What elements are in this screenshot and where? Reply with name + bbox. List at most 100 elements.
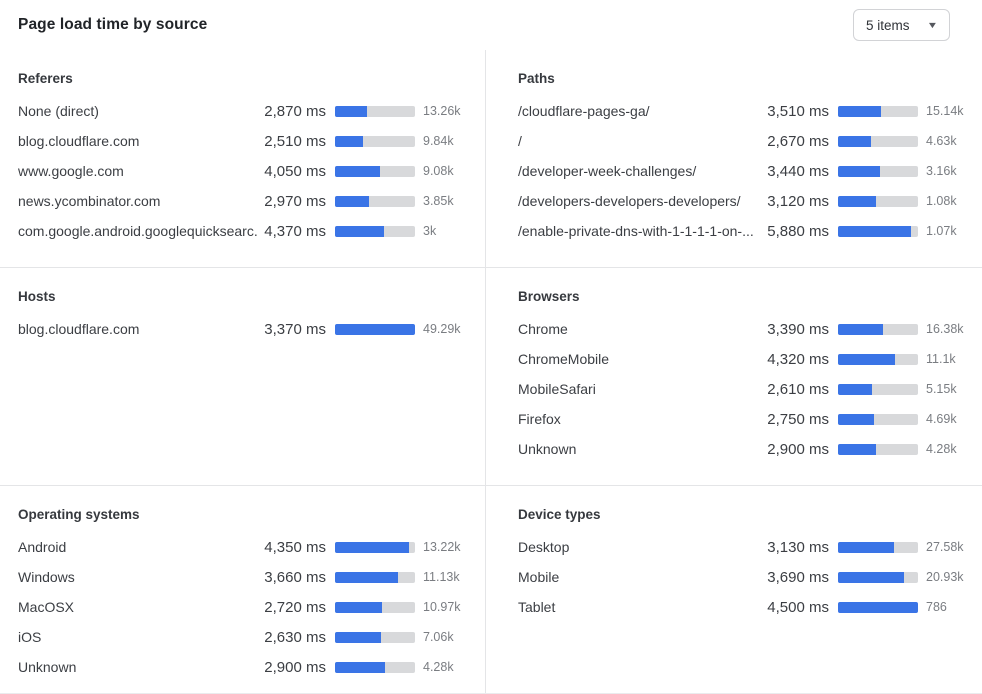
row-count: 786 xyxy=(926,600,947,614)
row-label: ChromeMobile xyxy=(518,351,610,367)
row-bar-fill xyxy=(838,383,872,395)
row-bar-track xyxy=(335,323,415,335)
row-bar-track xyxy=(838,571,918,583)
list-item: iOS 2,630 ms 7.06k xyxy=(18,622,469,652)
row-ms-value: 2,630 ms xyxy=(264,628,326,646)
panel-rows: blog.cloudflare.com 3,370 ms 49.29k xyxy=(18,314,469,344)
panel-device-types: Device types Desktop 3,130 ms 27.58k Mobile… xyxy=(486,486,982,693)
row-bar-track xyxy=(838,165,918,177)
row-ms-value: 2,510 ms xyxy=(264,132,326,150)
row-label: Chrome xyxy=(518,321,568,337)
widget-header: Page load time by source 5 items ▼ xyxy=(0,0,982,50)
list-item: /developers-developers-developers/3,120 … xyxy=(518,186,972,216)
row-label: None (direct) xyxy=(18,103,99,119)
row-label: Mobile xyxy=(518,569,560,585)
list-item: Desktop 3,130 ms 27.58k xyxy=(518,532,972,562)
row-bar-track xyxy=(335,165,415,177)
row-bar-track xyxy=(335,225,415,237)
chevron-down-icon: ▼ xyxy=(926,19,939,30)
row-count: 13.26k xyxy=(423,104,461,118)
row-bar-track xyxy=(335,105,415,117)
row-bar-track xyxy=(335,631,415,643)
row-bar-fill xyxy=(838,541,894,553)
row-count: 11.1k xyxy=(926,352,956,366)
row-count: 16.38k xyxy=(926,322,964,336)
row-label: Android xyxy=(18,539,67,555)
row-label: com.google.android.googlequicksearc... xyxy=(18,223,259,239)
row-bar-fill xyxy=(335,661,386,673)
panel-rows: /cloudflare-pages-ga/3,510 ms 15.14k / 2,67… xyxy=(518,96,972,246)
row-bar-fill xyxy=(838,353,895,365)
row-label: MacOSX xyxy=(18,599,75,615)
row-label: /developer-week-challenges/ xyxy=(518,163,697,179)
row-ms-value: 4,050 ms xyxy=(264,162,326,180)
list-item: Tablet 4,500 ms 786 xyxy=(518,592,972,622)
row-ms-value: 3,440 ms xyxy=(767,162,829,180)
row-bar-fill xyxy=(838,413,874,425)
row-count: 9.08k xyxy=(423,164,454,178)
list-item: MacOSX 2,720 ms 10.97k xyxy=(18,592,469,622)
row-label: Desktop xyxy=(518,539,570,555)
row-bar-fill xyxy=(335,631,381,643)
row-bar-fill xyxy=(335,225,384,237)
row-ms-value: 2,750 ms xyxy=(767,410,829,428)
row-count: 20.93k xyxy=(926,570,964,584)
row-bar-track xyxy=(838,225,918,237)
list-item: /enable-private-dns-with-1-1-1-1-on-... 5… xyxy=(518,216,972,246)
panel-rows: Android 4,350 ms 13.22k Windows 3,660 ms 11.1… xyxy=(18,532,469,682)
row-count: 3.85k xyxy=(423,194,454,208)
row-bar-track xyxy=(335,571,415,583)
row-count: 4.69k xyxy=(926,412,957,426)
row-bar-track xyxy=(838,105,918,117)
row-count: 49.29k xyxy=(423,322,461,336)
row-ms-value: 4,370 ms xyxy=(264,222,326,240)
row-label: blog.cloudflare.com xyxy=(18,133,140,149)
row-count: 4.63k xyxy=(926,134,957,148)
row-bar-fill xyxy=(838,165,881,177)
list-item: MobileSafari 2,610 ms 5.15k xyxy=(518,374,972,404)
list-item: Windows 3,660 ms 11.13k xyxy=(18,562,469,592)
row-ms-value: 3,130 ms xyxy=(767,538,829,556)
row-bar-fill xyxy=(838,225,911,237)
row-bar-track xyxy=(335,135,415,147)
row-bar-fill xyxy=(838,601,918,613)
row-ms-value: 2,610 ms xyxy=(767,380,829,398)
list-item: Chrome 3,390 ms 16.38k xyxy=(518,314,972,344)
row-count: 15.14k xyxy=(926,104,964,118)
row-bar-fill xyxy=(838,443,876,455)
panel-title: Referers xyxy=(18,71,73,86)
items-count-dropdown[interactable]: 5 items ▼ xyxy=(853,9,950,41)
row-count: 1.07k xyxy=(926,224,957,238)
row-bar-fill xyxy=(335,195,369,207)
row-count: 5.15k xyxy=(926,382,957,396)
panel-rows: Desktop 3,130 ms 27.58k Mobile 3,690 ms 20.93… xyxy=(518,532,972,622)
row-count: 1.08k xyxy=(926,194,957,208)
row-bar-fill xyxy=(335,165,380,177)
list-item: Android 4,350 ms 13.22k xyxy=(18,532,469,562)
row-label: /enable-private-dns-with-1-1-1-1-on-... xyxy=(518,223,754,239)
row-bar-track xyxy=(838,353,918,365)
row-ms-value: 3,660 ms xyxy=(264,568,326,586)
row-label: /cloudflare-pages-ga/ xyxy=(518,103,650,119)
row-ms-value: 4,350 ms xyxy=(264,538,326,556)
panel-referers: Referers None (direct) 2,870 ms 13.26k blog… xyxy=(0,50,486,268)
panel-browsers: Browsers Chrome 3,390 ms 16.38k ChromeMobil… xyxy=(486,268,982,486)
row-ms-value: 2,900 ms xyxy=(767,440,829,458)
row-count: 11.13k xyxy=(423,570,460,584)
row-count: 13.22k xyxy=(423,540,461,554)
list-item: None (direct) 2,870 ms 13.26k xyxy=(18,96,469,126)
list-item: blog.cloudflare.com 3,370 ms 49.29k xyxy=(18,314,469,344)
row-bar-fill xyxy=(335,571,399,583)
list-item: /developer-week-challenges/3,440 ms 3.16k xyxy=(518,156,972,186)
list-item: news.ycombinator.com 2,970 ms 3.85k xyxy=(18,186,469,216)
row-ms-value: 4,500 ms xyxy=(767,598,829,616)
row-ms-value: 2,870 ms xyxy=(264,102,326,120)
row-bar-fill xyxy=(335,601,383,613)
row-bar-track xyxy=(335,661,415,673)
row-bar-fill xyxy=(335,135,363,147)
row-label: Unknown xyxy=(518,441,577,457)
row-count: 7.06k xyxy=(423,630,454,644)
row-bar-fill xyxy=(838,571,904,583)
row-bar-fill xyxy=(838,323,883,335)
row-ms-value: 5,880 ms xyxy=(767,222,829,240)
